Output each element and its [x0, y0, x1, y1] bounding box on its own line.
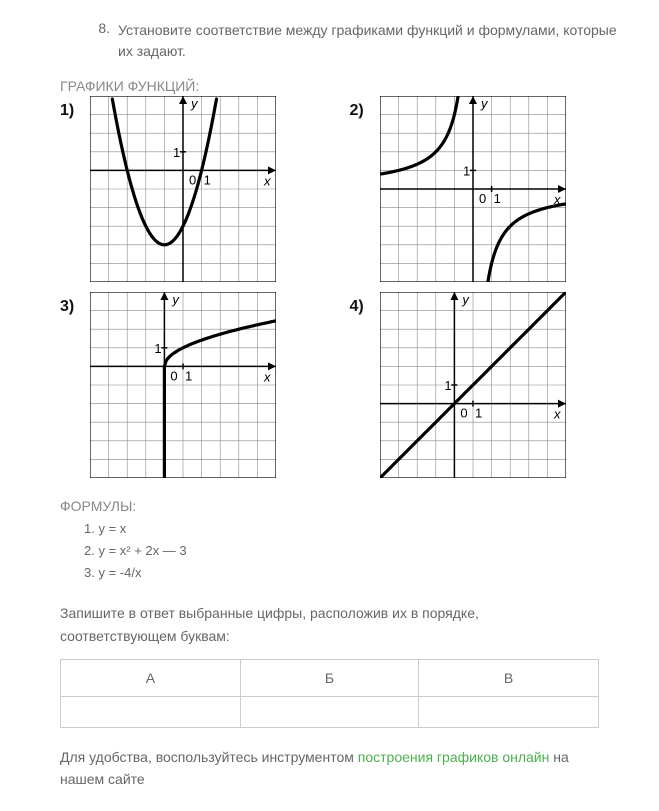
answer-header-a: А: [61, 660, 241, 697]
graph-cell-1: 1) 011xy: [60, 96, 310, 282]
svg-text:0: 0: [189, 172, 196, 187]
problem-text: Установите соответствие между графиками …: [118, 20, 619, 62]
formula-3: 3. y = -4/x: [84, 562, 619, 584]
answer-header-b: Б: [240, 660, 418, 697]
graph-2: 011xy: [380, 96, 566, 282]
graph-label-3: 3): [60, 298, 82, 316]
formula-1: 1. y = x: [84, 518, 619, 540]
graph-cell-4: 4) 011xy: [350, 292, 600, 478]
graphs-section-label: ГРАФИКИ ФУНКЦИЙ:: [60, 78, 619, 94]
answer-cell-a[interactable]: [61, 697, 241, 728]
footer-note: Для удобства, воспользуйтесь инструменто…: [60, 746, 599, 791]
svg-text:1: 1: [173, 145, 180, 160]
graph-label-2: 2): [350, 102, 372, 120]
graph-label-1: 1): [60, 102, 82, 120]
svg-text:x: x: [263, 173, 271, 188]
svg-text:1: 1: [493, 191, 500, 206]
svg-text:1: 1: [475, 406, 482, 421]
answer-header-v: В: [419, 660, 599, 697]
answer-input-row: [61, 697, 599, 728]
svg-text:x: x: [553, 192, 561, 207]
svg-text:x: x: [553, 407, 561, 422]
answer-cell-b[interactable]: [240, 697, 418, 728]
graph-3: 011xy: [90, 292, 276, 478]
graph-cell-3: 3) 011xy: [60, 292, 310, 478]
svg-text:0: 0: [170, 368, 177, 383]
answer-header-row: А Б В: [61, 660, 599, 697]
answer-table: А Б В: [60, 659, 599, 728]
graph-cell-2: 2) 011xy: [350, 96, 600, 282]
svg-text:1: 1: [154, 341, 161, 356]
svg-text:x: x: [263, 369, 271, 384]
answer-cell-v[interactable]: [419, 697, 599, 728]
svg-text:1: 1: [463, 163, 470, 178]
formula-list: 1. y = x 2. y = x² + 2x — 3 3. y = -4/x: [84, 518, 619, 584]
svg-text:0: 0: [460, 406, 467, 421]
svg-text:0: 0: [479, 191, 486, 206]
graph-4: 011xy: [380, 292, 566, 478]
svg-text:1: 1: [444, 378, 451, 393]
svg-text:1: 1: [185, 368, 192, 383]
instructions: Запишите в ответ выбранные цифры, распол…: [60, 602, 599, 647]
problem-header: 8. Установите соответствие между графика…: [40, 20, 619, 62]
svg-text:1: 1: [204, 172, 211, 187]
graph-1: 011xy: [90, 96, 276, 282]
formula-2: 2. y = x² + 2x — 3: [84, 540, 619, 562]
graph-label-4: 4): [350, 298, 372, 316]
formulas-section-label: ФОРМУЛЫ:: [60, 498, 619, 514]
problem-number: 8.: [40, 20, 118, 36]
graphs-grid: 1) 011xy 2) 011xy 3) 011xy 4) 011xy: [60, 96, 599, 478]
